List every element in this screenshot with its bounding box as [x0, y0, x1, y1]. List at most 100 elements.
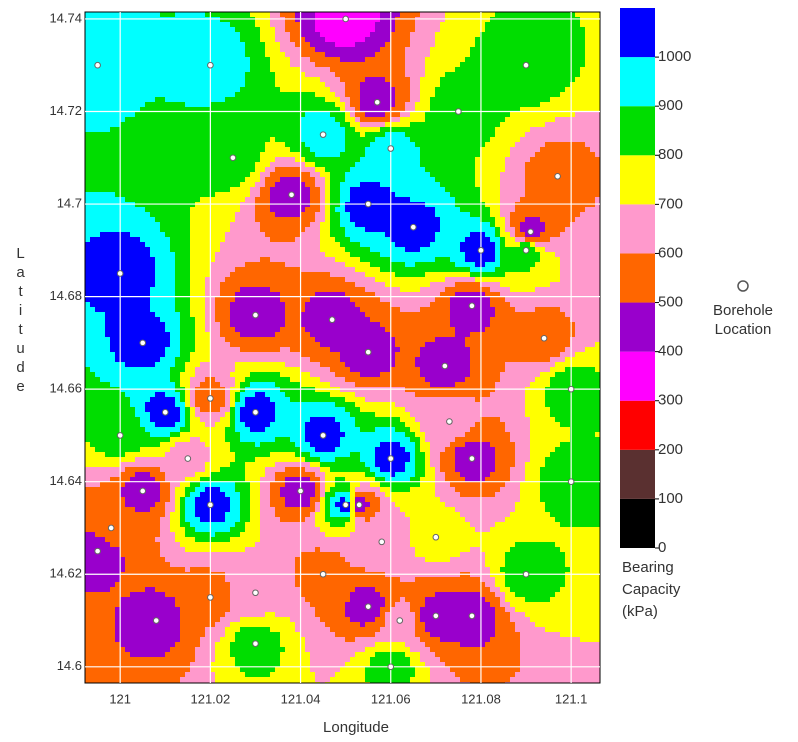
- x-axis-title: Longitude: [323, 719, 389, 736]
- legend-marker: [737, 280, 749, 292]
- borehole: [441, 362, 449, 370]
- borehole: [229, 154, 237, 162]
- borehole: [319, 131, 327, 138]
- borehole: [446, 418, 453, 425]
- colorbar-swatch: [620, 106, 655, 156]
- x-tick-label: 121.04: [281, 691, 321, 706]
- x-tick-label: 121.08: [461, 691, 501, 706]
- borehole: [94, 547, 101, 555]
- borehole: [139, 339, 147, 347]
- borehole: [522, 570, 530, 578]
- borehole: [252, 640, 259, 647]
- borehole: [207, 501, 214, 509]
- borehole: [567, 385, 575, 393]
- borehole: [252, 589, 259, 597]
- colorbar-swatch: [620, 57, 655, 107]
- colorbar-swatch: [620, 449, 655, 499]
- x-tick-label: 121.1: [555, 691, 588, 706]
- borehole: [355, 501, 363, 509]
- colorbar-tick-label: 600: [658, 244, 683, 261]
- colorbar-swatch: [620, 400, 655, 450]
- borehole: [161, 408, 169, 416]
- y-tick-label: 14.66: [49, 381, 82, 396]
- borehole: [455, 108, 462, 115]
- legend-label: Location: [715, 321, 772, 338]
- colorbar-title: (kPa): [622, 603, 658, 620]
- borehole: [139, 487, 147, 495]
- borehole: [342, 15, 349, 23]
- colorbar-swatch: [620, 8, 655, 58]
- borehole: [342, 501, 349, 509]
- borehole: [252, 408, 259, 416]
- colorbar-tick-label: 300: [658, 392, 683, 409]
- contour-field: [85, 12, 601, 684]
- plot-frame: [84, 11, 601, 684]
- borehole: [373, 98, 381, 106]
- borehole: [297, 487, 304, 495]
- borehole: [378, 538, 386, 546]
- borehole: [540, 334, 548, 342]
- borehole: [319, 432, 327, 439]
- colorbar-swatch: [620, 253, 655, 303]
- borehole: [410, 223, 417, 231]
- borehole: [207, 61, 214, 69]
- borehole: [522, 61, 530, 69]
- borehole: [364, 348, 372, 356]
- colorbar-swatch: [620, 302, 655, 352]
- y-tick-label: 14.74: [49, 10, 82, 25]
- borehole: [468, 612, 476, 620]
- borehole: [432, 612, 440, 620]
- colorbar-swatch: [620, 351, 655, 401]
- borehole: [432, 533, 440, 541]
- colorbar-tick-label: 700: [658, 195, 683, 212]
- borehole: [364, 200, 372, 208]
- colorbar-tick-label: 900: [658, 97, 683, 114]
- borehole: [567, 478, 575, 486]
- borehole: [207, 594, 214, 601]
- borehole: [152, 617, 160, 624]
- colorbar-title: Capacity: [622, 581, 681, 598]
- borehole: [522, 247, 530, 254]
- colorbar-tick-label: 1000: [658, 48, 691, 65]
- colorbar-tick-label: 500: [658, 294, 683, 311]
- borehole: [527, 228, 534, 236]
- borehole: [468, 455, 476, 462]
- borehole: [252, 311, 259, 319]
- borehole: [107, 524, 115, 532]
- y-tick-label: 14.7: [57, 195, 82, 210]
- legend-label: Borehole: [713, 302, 773, 319]
- borehole: [288, 191, 295, 199]
- x-tick-label: 121.02: [190, 691, 230, 706]
- colorbar-tick-label: 100: [658, 490, 683, 507]
- y-tick-label: 14.72: [49, 103, 82, 118]
- colorbar-tick-label: 200: [658, 441, 683, 458]
- borehole: [364, 603, 372, 610]
- colorbar-title: Bearing: [622, 559, 674, 576]
- y-tick-label: 14.68: [49, 288, 82, 303]
- borehole: [94, 61, 101, 69]
- borehole: [387, 145, 395, 152]
- borehole: [387, 455, 395, 462]
- colorbar-swatch: [620, 204, 655, 254]
- borehole: [328, 316, 336, 324]
- colorbar-tick-label: 0: [658, 539, 666, 556]
- y-axis-title: Latitude: [12, 245, 29, 397]
- colorbar-tick-label: 800: [658, 146, 683, 163]
- borehole: [396, 617, 404, 624]
- borehole: [184, 455, 192, 462]
- borehole: [116, 432, 124, 439]
- colorbar-swatch: [620, 155, 655, 205]
- x-tick-label: 121: [109, 691, 131, 706]
- borehole: [116, 270, 124, 277]
- colorbar-tick-label: 400: [658, 343, 683, 360]
- x-tick-label: 121.06: [371, 691, 411, 706]
- y-tick-label: 14.64: [49, 473, 82, 488]
- borehole: [468, 302, 476, 310]
- borehole: [319, 570, 327, 578]
- borehole: [477, 247, 485, 254]
- colorbar-swatch: [620, 498, 655, 548]
- y-tick-label: 14.62: [49, 566, 82, 581]
- borehole: [387, 663, 395, 671]
- borehole: [207, 395, 214, 402]
